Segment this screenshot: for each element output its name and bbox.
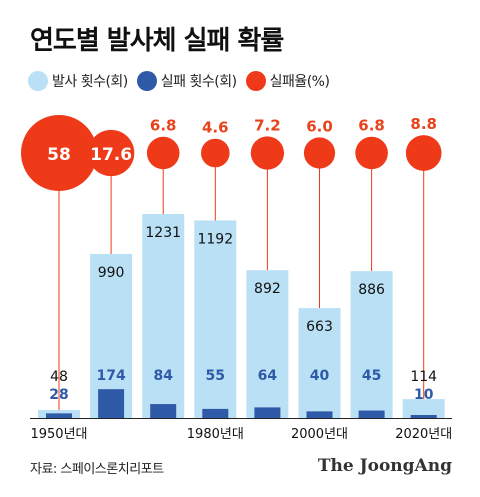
legend-item-launches: 발사 횟수(회): [28, 71, 128, 91]
launch-bar-5: [298, 308, 341, 418]
rate-bubble-0: [21, 115, 97, 191]
rate-bubble-4: [250, 136, 285, 170]
failure-bar-2: [150, 404, 177, 418]
launch-bar-3: [194, 220, 237, 418]
legend-label-launches: 발사 횟수(회): [52, 74, 128, 90]
rate-label-4: 7.2: [254, 116, 281, 134]
x-tick-label-3: 1980년대: [187, 427, 244, 442]
legend-swatch-rate: [245, 71, 266, 91]
failure-bar-1: [98, 389, 125, 418]
legend-item-failures: 실패 횟수(회): [136, 71, 237, 91]
failure-bar-5: [306, 411, 333, 418]
failure-label-1: 174: [96, 368, 125, 384]
failure-label-0: 28: [49, 387, 68, 403]
rate-bubble-1: [87, 129, 135, 177]
launch-label-3: 1192: [197, 231, 233, 247]
rate-bubble-2: [146, 136, 180, 170]
chart-title: 연도별 발사체 실패 확률: [30, 26, 284, 56]
failure-label-2: 84: [153, 368, 173, 384]
x-tick-label-0: 1950년대: [30, 427, 87, 442]
rate-label-6: 6.8: [358, 117, 385, 135]
failure-label-7: 10: [414, 387, 434, 403]
launch-bar-7: [402, 399, 445, 418]
launch-label-4: 892: [254, 281, 281, 297]
launch-label-1: 990: [98, 265, 125, 281]
rate-bubble-7: [405, 135, 442, 171]
rate-bubble-5: [303, 137, 336, 169]
legend-label-rate: 실패율(%): [269, 74, 330, 90]
rate-label-3: 4.6: [202, 119, 229, 137]
failure-label-3: 55: [206, 368, 225, 384]
failure-label-5: 40: [310, 368, 330, 384]
rate-bubble-6: [355, 136, 388, 170]
launch-label-2: 1231: [145, 225, 181, 241]
launch-label-0: 48: [50, 369, 68, 385]
rate-label-5: 6.0: [306, 117, 333, 135]
failure-bar-3: [202, 408, 229, 418]
failure-bar-6: [358, 410, 385, 418]
rate-label-0: 58: [47, 145, 71, 165]
rate-label-1: 17.6: [90, 145, 132, 165]
launch-bar-6: [350, 271, 393, 418]
rate-bubble-3: [201, 138, 230, 168]
failure-label-4: 64: [258, 368, 278, 384]
failure-bar-7: [410, 415, 437, 418]
launch-label-7: 114: [410, 369, 437, 385]
failure-bar-0: [46, 413, 72, 418]
rate-label-2: 6.8: [150, 117, 177, 135]
source-note: 자료: 스페이스론치리포트: [30, 462, 164, 477]
x-tick-label-7: 2020년대: [395, 427, 452, 442]
launch-bar-2: [142, 214, 185, 418]
launch-bar-4: [246, 270, 289, 418]
brand-logo: The JoongAng: [317, 456, 452, 476]
legend-swatch-launches: [28, 71, 48, 91]
legend: 발사 횟수(회) 실패 횟수(회) 실패율(%): [28, 69, 338, 93]
launch-label-5: 663: [306, 319, 333, 335]
rate-label-7: 8.8: [410, 115, 437, 133]
failure-bar-4: [254, 407, 281, 418]
legend-swatch-failures: [136, 71, 157, 91]
legend-item-rate: 실패율(%): [245, 71, 330, 91]
failure-label-6: 45: [362, 368, 381, 384]
x-tick-label-5: 2000년대: [291, 427, 348, 442]
legend-label-failures: 실패 횟수(회): [160, 74, 237, 90]
launch-label-6: 886: [358, 282, 385, 298]
